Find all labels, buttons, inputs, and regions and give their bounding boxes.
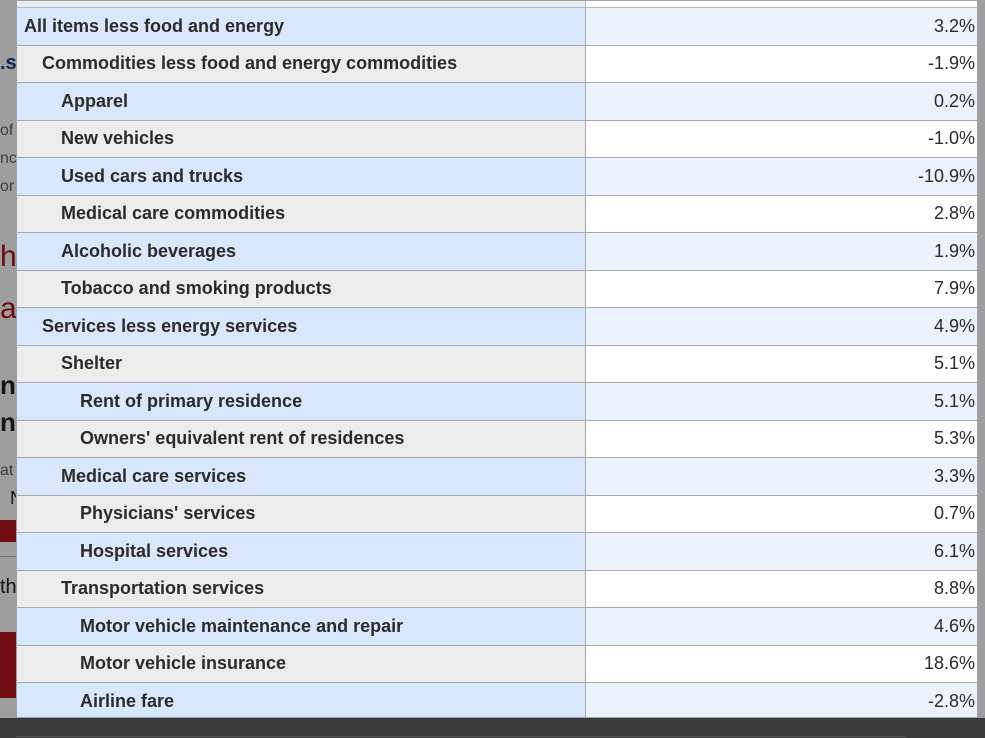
table-row: Commodities less food and energy commodi… bbox=[17, 45, 977, 83]
table-row: Services less energy services 4.9% bbox=[17, 308, 977, 346]
row-label: Shelter bbox=[17, 345, 586, 382]
row-label: New vehicles bbox=[17, 120, 586, 157]
table-top-row-fragment bbox=[17, 1, 977, 8]
row-value: -2.8% bbox=[586, 683, 977, 717]
table-row: Motor vehicle maintenance and repair 4.6% bbox=[17, 608, 977, 646]
bg-fragment: of bbox=[0, 122, 14, 139]
bg-fragment: n bbox=[0, 407, 16, 437]
row-label: Medical care services bbox=[17, 458, 586, 495]
row-value: 8.8% bbox=[586, 570, 977, 607]
top-fragment-value-cell bbox=[586, 1, 977, 8]
row-label: Motor vehicle maintenance and repair bbox=[17, 608, 586, 645]
row-value: 5.1% bbox=[586, 345, 977, 382]
row-value: 0.2% bbox=[586, 83, 977, 120]
table-row: Transportation services 8.8% bbox=[17, 570, 977, 608]
row-value: 1.9% bbox=[586, 233, 977, 270]
bg-fragment: or bbox=[0, 178, 15, 195]
table-row: Apparel 0.2% bbox=[17, 83, 977, 121]
row-value: 4.9% bbox=[586, 308, 977, 345]
table-row: All items less food and energy 3.2% bbox=[17, 8, 977, 46]
background-bottom-bar bbox=[0, 718, 985, 738]
background-bottom-line bbox=[16, 736, 906, 737]
row-value: 2.8% bbox=[586, 195, 977, 232]
table-row: Tobacco and smoking products 7.9% bbox=[17, 270, 977, 308]
row-label: Alcoholic beverages bbox=[17, 233, 586, 270]
table-row: Shelter 5.1% bbox=[17, 345, 977, 383]
bg-red-image bbox=[0, 632, 16, 698]
bg-fragment: h bbox=[0, 240, 17, 273]
bg-divider bbox=[0, 556, 16, 557]
table-row: Owners' equivalent rent of residences 5.3… bbox=[17, 420, 977, 458]
table-row: Physicians' services 0.7% bbox=[17, 495, 977, 533]
row-label: Services less energy services bbox=[17, 308, 586, 345]
table-row: Hospital services 6.1% bbox=[17, 533, 977, 571]
row-label: Commodities less food and energy commodi… bbox=[17, 45, 586, 82]
row-value: 3.3% bbox=[586, 458, 977, 495]
row-label: Tobacco and smoking products bbox=[17, 270, 586, 307]
bg-fragment: .s bbox=[0, 52, 17, 74]
row-label: Airline fare bbox=[17, 683, 586, 717]
row-label: All items less food and energy bbox=[17, 8, 586, 45]
row-value: 6.1% bbox=[586, 533, 977, 570]
row-label: Owners' equivalent rent of residences bbox=[17, 420, 586, 457]
table-row: Airline fare -2.8% bbox=[17, 683, 977, 717]
bg-fragment: at bbox=[0, 462, 14, 479]
table-body: All items less food and energy 3.2% Commod… bbox=[17, 8, 977, 717]
table-row: Medical care commodities 2.8% bbox=[17, 195, 977, 233]
bg-fragment: nc bbox=[0, 150, 17, 167]
row-label: Transportation services bbox=[17, 570, 586, 607]
bg-red-button bbox=[0, 520, 16, 542]
row-value: 5.1% bbox=[586, 383, 977, 420]
table-row: Rent of primary residence 5.1% bbox=[17, 383, 977, 421]
row-label: Hospital services bbox=[17, 533, 586, 570]
table-row: Motor vehicle insurance 18.6% bbox=[17, 645, 977, 683]
row-label: Used cars and trucks bbox=[17, 158, 586, 195]
top-fragment-label-cell bbox=[17, 1, 586, 8]
row-value: 18.6% bbox=[586, 645, 977, 682]
row-label: Apparel bbox=[17, 83, 586, 120]
table-row: New vehicles -1.0% bbox=[17, 120, 977, 158]
row-value: -10.9% bbox=[586, 158, 977, 195]
row-value: 3.2% bbox=[586, 8, 977, 45]
bg-fragment: th bbox=[0, 576, 17, 598]
row-value: 4.6% bbox=[586, 608, 977, 645]
row-value: 5.3% bbox=[586, 420, 977, 457]
table-row: Used cars and trucks -10.9% bbox=[17, 158, 977, 196]
row-label: Physicians' services bbox=[17, 495, 586, 532]
bg-fragment: n bbox=[0, 370, 16, 400]
row-label: Motor vehicle insurance bbox=[17, 645, 586, 682]
row-value: -1.0% bbox=[586, 120, 977, 157]
row-label: Rent of primary residence bbox=[17, 383, 586, 420]
table-row: Medical care services 3.3% bbox=[17, 458, 977, 496]
row-label: Medical care commodities bbox=[17, 195, 586, 232]
cpi-table-popup[interactable]: All items less food and energy 3.2% Commod… bbox=[16, 0, 978, 718]
row-value: 7.9% bbox=[586, 270, 977, 307]
row-value: 0.7% bbox=[586, 495, 977, 532]
table-row: Alcoholic beverages 1.9% bbox=[17, 233, 977, 271]
row-value: -1.9% bbox=[586, 45, 977, 82]
